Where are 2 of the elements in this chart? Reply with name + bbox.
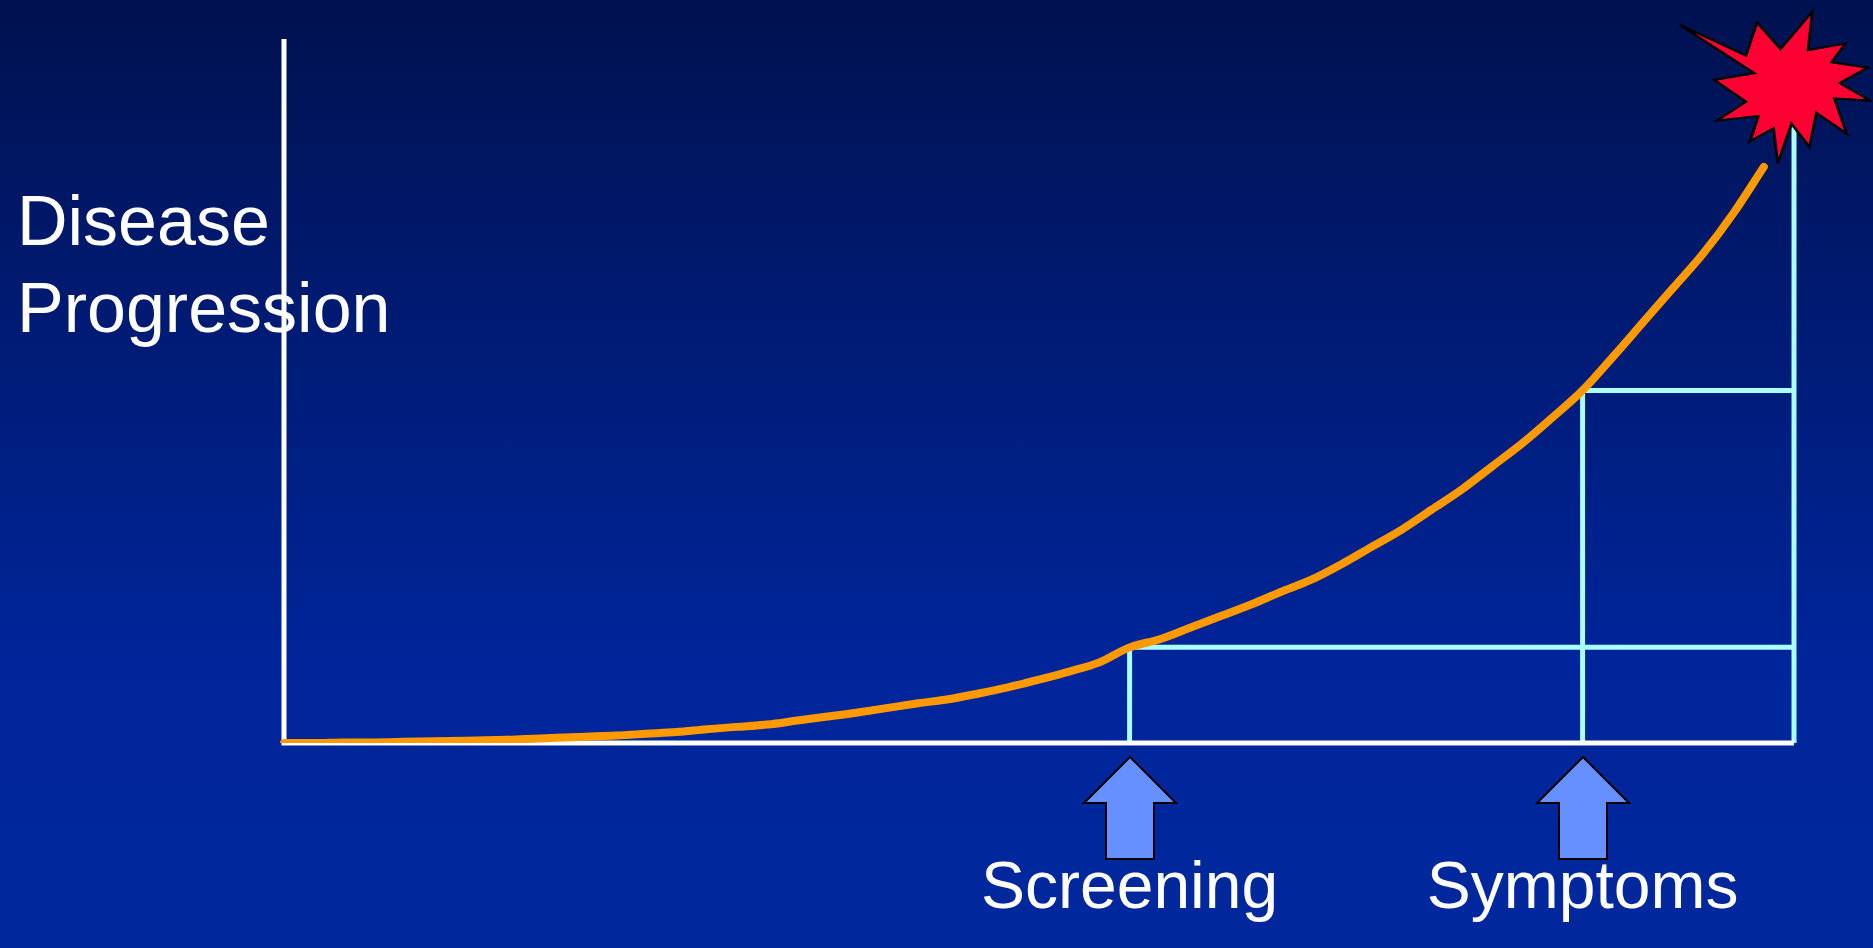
x-tick-label: Symptoms xyxy=(1426,848,1739,922)
x-tick-label: Screening xyxy=(981,848,1279,922)
